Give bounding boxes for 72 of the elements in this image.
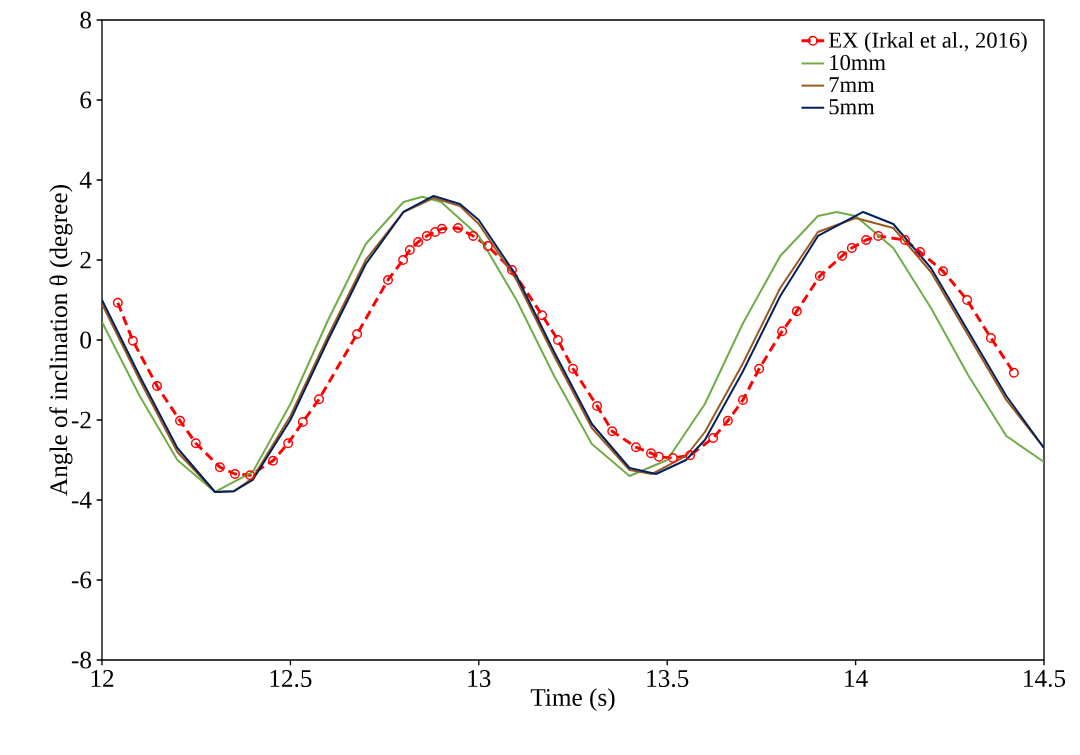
point xyxy=(283,438,294,449)
point xyxy=(398,255,409,265)
point xyxy=(814,271,825,281)
x-tick-label: 13.5 xyxy=(647,670,689,688)
legend-label: 5mm xyxy=(829,99,875,115)
y-tick-label: -4 xyxy=(71,491,92,509)
x-tick-label: 12 xyxy=(91,670,114,687)
point xyxy=(506,265,517,275)
point xyxy=(592,401,603,411)
point xyxy=(413,237,424,247)
x-tick-label: 13 xyxy=(468,670,491,687)
point xyxy=(404,245,415,255)
point xyxy=(482,241,493,251)
point xyxy=(537,310,548,321)
point xyxy=(453,223,464,233)
point xyxy=(873,231,884,241)
point xyxy=(737,395,748,405)
point xyxy=(607,426,618,437)
point xyxy=(962,295,973,305)
point xyxy=(630,442,641,453)
point xyxy=(421,231,432,241)
point xyxy=(230,469,240,479)
point xyxy=(245,470,256,481)
point xyxy=(383,275,393,285)
point xyxy=(1008,367,1019,378)
x-tick-label: 14.5 xyxy=(1024,670,1066,688)
legend-label: 7mm xyxy=(829,77,875,93)
y-tick-label: 6 xyxy=(80,91,92,109)
point xyxy=(314,394,325,405)
point xyxy=(667,453,678,463)
point xyxy=(430,227,441,237)
point xyxy=(127,335,138,346)
point xyxy=(685,450,696,461)
point xyxy=(352,329,363,339)
point xyxy=(861,235,872,245)
point xyxy=(190,438,201,449)
y-tick-label: -2 xyxy=(71,411,91,429)
point xyxy=(297,417,308,427)
legend-label: 10mm xyxy=(830,54,886,71)
point xyxy=(436,223,447,234)
point xyxy=(722,415,733,426)
point xyxy=(552,335,563,345)
point xyxy=(708,433,719,443)
y-tick-label: 2 xyxy=(80,251,91,269)
y-tick-label: 4 xyxy=(79,171,92,189)
point xyxy=(568,363,578,374)
x-tick-label: 14 xyxy=(845,670,868,687)
point xyxy=(152,381,162,391)
y-axis-title: Angle of inclination θ (degree) xyxy=(49,185,73,496)
point xyxy=(985,333,996,343)
point xyxy=(777,326,788,337)
point xyxy=(791,306,802,317)
point xyxy=(846,243,857,253)
point xyxy=(837,251,848,261)
point xyxy=(268,455,279,466)
point xyxy=(899,235,910,245)
y-tick-label: -8 xyxy=(71,651,91,669)
legend-label: EX (Irkal et al., 2016) xyxy=(828,31,1027,53)
point xyxy=(112,297,123,308)
point xyxy=(915,247,926,257)
x-tick-label: 12.5 xyxy=(270,670,312,688)
y-tick-label: -6 xyxy=(71,571,92,589)
y-tick-label: 8 xyxy=(80,11,91,29)
point xyxy=(214,462,225,473)
x-axis-title: Time (s) xyxy=(530,688,615,712)
point xyxy=(938,266,949,277)
point xyxy=(468,231,479,241)
point xyxy=(175,415,185,426)
point xyxy=(754,363,765,374)
point xyxy=(646,448,656,459)
point xyxy=(653,451,664,462)
y-tick-label: 0 xyxy=(80,331,91,349)
